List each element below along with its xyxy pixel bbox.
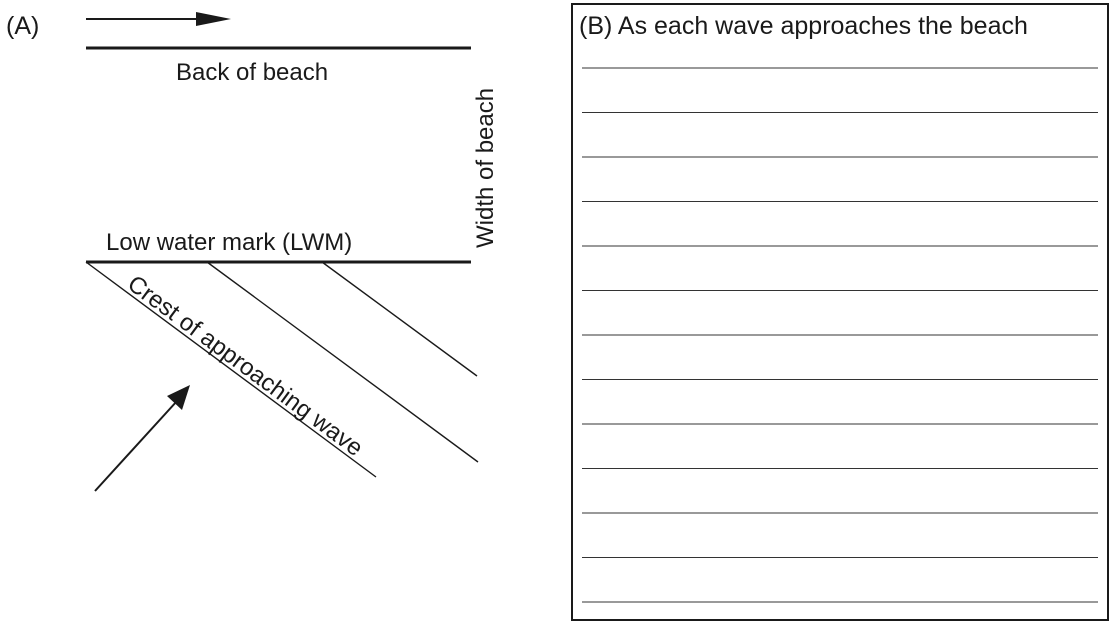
panel-b: (B) As each wave approaches the beach <box>571 3 1109 621</box>
wave-crest-line <box>206 261 479 463</box>
width-of-beach-label: Width of beach <box>472 88 499 248</box>
writing-lines <box>582 67 1098 603</box>
wave-crest-lines <box>85 261 479 478</box>
answer-box <box>571 3 1109 621</box>
panel-a-label: (A) <box>6 12 39 40</box>
longshore-arrow <box>86 12 231 26</box>
back-of-beach-label: Back of beach <box>176 59 328 86</box>
wave-crest-line <box>85 261 377 478</box>
panel-b-heading: (B) As each wave approaches the beach <box>579 12 1028 40</box>
wave-approach-arrow <box>94 385 190 492</box>
wave-crest-line <box>321 261 478 377</box>
wave-crest-label: Crest of approaching wave <box>122 270 367 462</box>
low-water-mark-label: Low water mark (LWM) <box>106 229 352 256</box>
panel-a: (A) Back of beach Width of beach Low wat… <box>6 12 499 492</box>
